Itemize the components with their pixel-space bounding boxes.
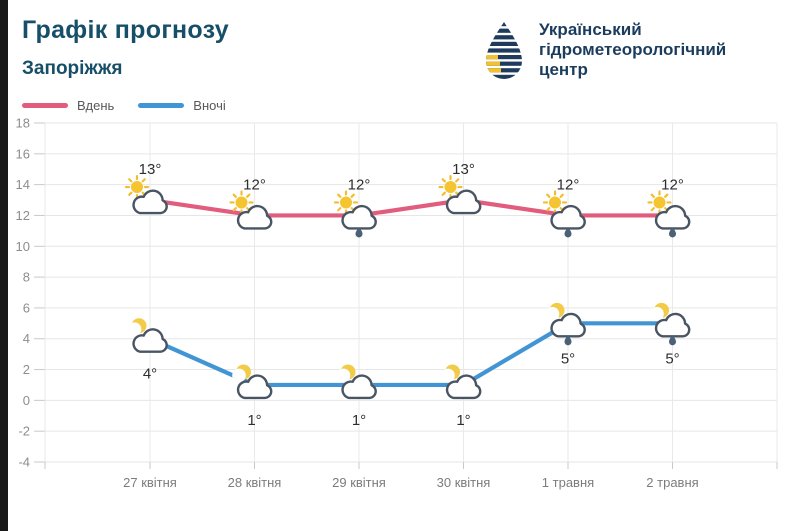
temperature-label: 12° [557, 176, 580, 193]
y-axis-tick-label: 18 [16, 116, 30, 131]
left-edge-strip [0, 0, 8, 531]
y-axis-tick-label: 4 [23, 331, 30, 346]
sun-cloud-icon [438, 174, 482, 215]
temperature-label: 12° [348, 176, 371, 193]
moon-cloud-icon [126, 317, 168, 353]
legend-item-day: Вдень [22, 98, 114, 113]
y-axis-tick-label: 2 [23, 362, 30, 377]
x-axis-label: 27 квітня [123, 475, 177, 490]
temperature-label: 1° [352, 412, 366, 429]
temperature-label: 4° [143, 366, 157, 383]
sun-cloud-icon [647, 190, 691, 230]
temperature-label: 1° [456, 412, 470, 429]
x-axis-label: 2 травня [646, 475, 698, 490]
logo-drop-icon [486, 22, 522, 79]
y-axis-tick-label: 10 [16, 239, 30, 254]
y-axis-tick-label: 6 [23, 300, 30, 315]
sun-cloud-icon [124, 174, 168, 215]
temperature-label: 12° [243, 176, 266, 193]
day-line-swatch [22, 103, 68, 108]
temperature-label: 5° [665, 350, 679, 367]
legend-night-label: Вночі [193, 98, 226, 113]
temperature-label: 12° [661, 176, 684, 193]
temperature-label: 13° [452, 161, 475, 178]
org-logo: Український гідрометеорологічний центр [482, 20, 726, 82]
sun-cloud-icon [542, 190, 586, 230]
y-axis-tick-label: 0 [23, 393, 30, 408]
series-line-sun-cloud [147, 197, 675, 218]
series-line-moon-cloud [147, 321, 675, 388]
temperature-label: 1° [247, 412, 261, 429]
y-axis-tick-label: 12 [16, 208, 30, 223]
y-axis-tick-label: -2 [18, 424, 30, 439]
city-subtitle: Запоріжжя [22, 58, 123, 79]
org-name-line: центр [539, 59, 588, 79]
night-line-swatch [138, 103, 185, 108]
x-axis-label: 29 квітня [332, 475, 386, 490]
x-axis-label: 28 квітня [228, 475, 282, 490]
temperature-label: 5° [561, 350, 575, 367]
sun-cloud-icon [333, 190, 377, 230]
sun-cloud-icon [229, 190, 273, 230]
y-axis-tick-label: 14 [16, 177, 30, 192]
chart-legend: Вдень Вночі [22, 98, 226, 113]
page-title: Графік прогнозу [22, 16, 229, 44]
x-axis-label: 30 квітня [437, 475, 491, 490]
org-name: Український гідрометеорологічний центр [539, 20, 726, 80]
legend-item-night: Вночі [138, 98, 226, 113]
legend-day-label: Вдень [77, 98, 115, 113]
temperature-label: 13° [139, 161, 162, 178]
y-axis-tick-label: 8 [23, 270, 30, 285]
y-axis-tick-label: -4 [18, 455, 30, 470]
org-name-line: гідрометеорологічний [539, 39, 727, 59]
y-axis-tick-label: 16 [16, 146, 30, 161]
x-axis-label: 1 травня [542, 475, 594, 490]
org-name-line: Український [539, 20, 642, 39]
